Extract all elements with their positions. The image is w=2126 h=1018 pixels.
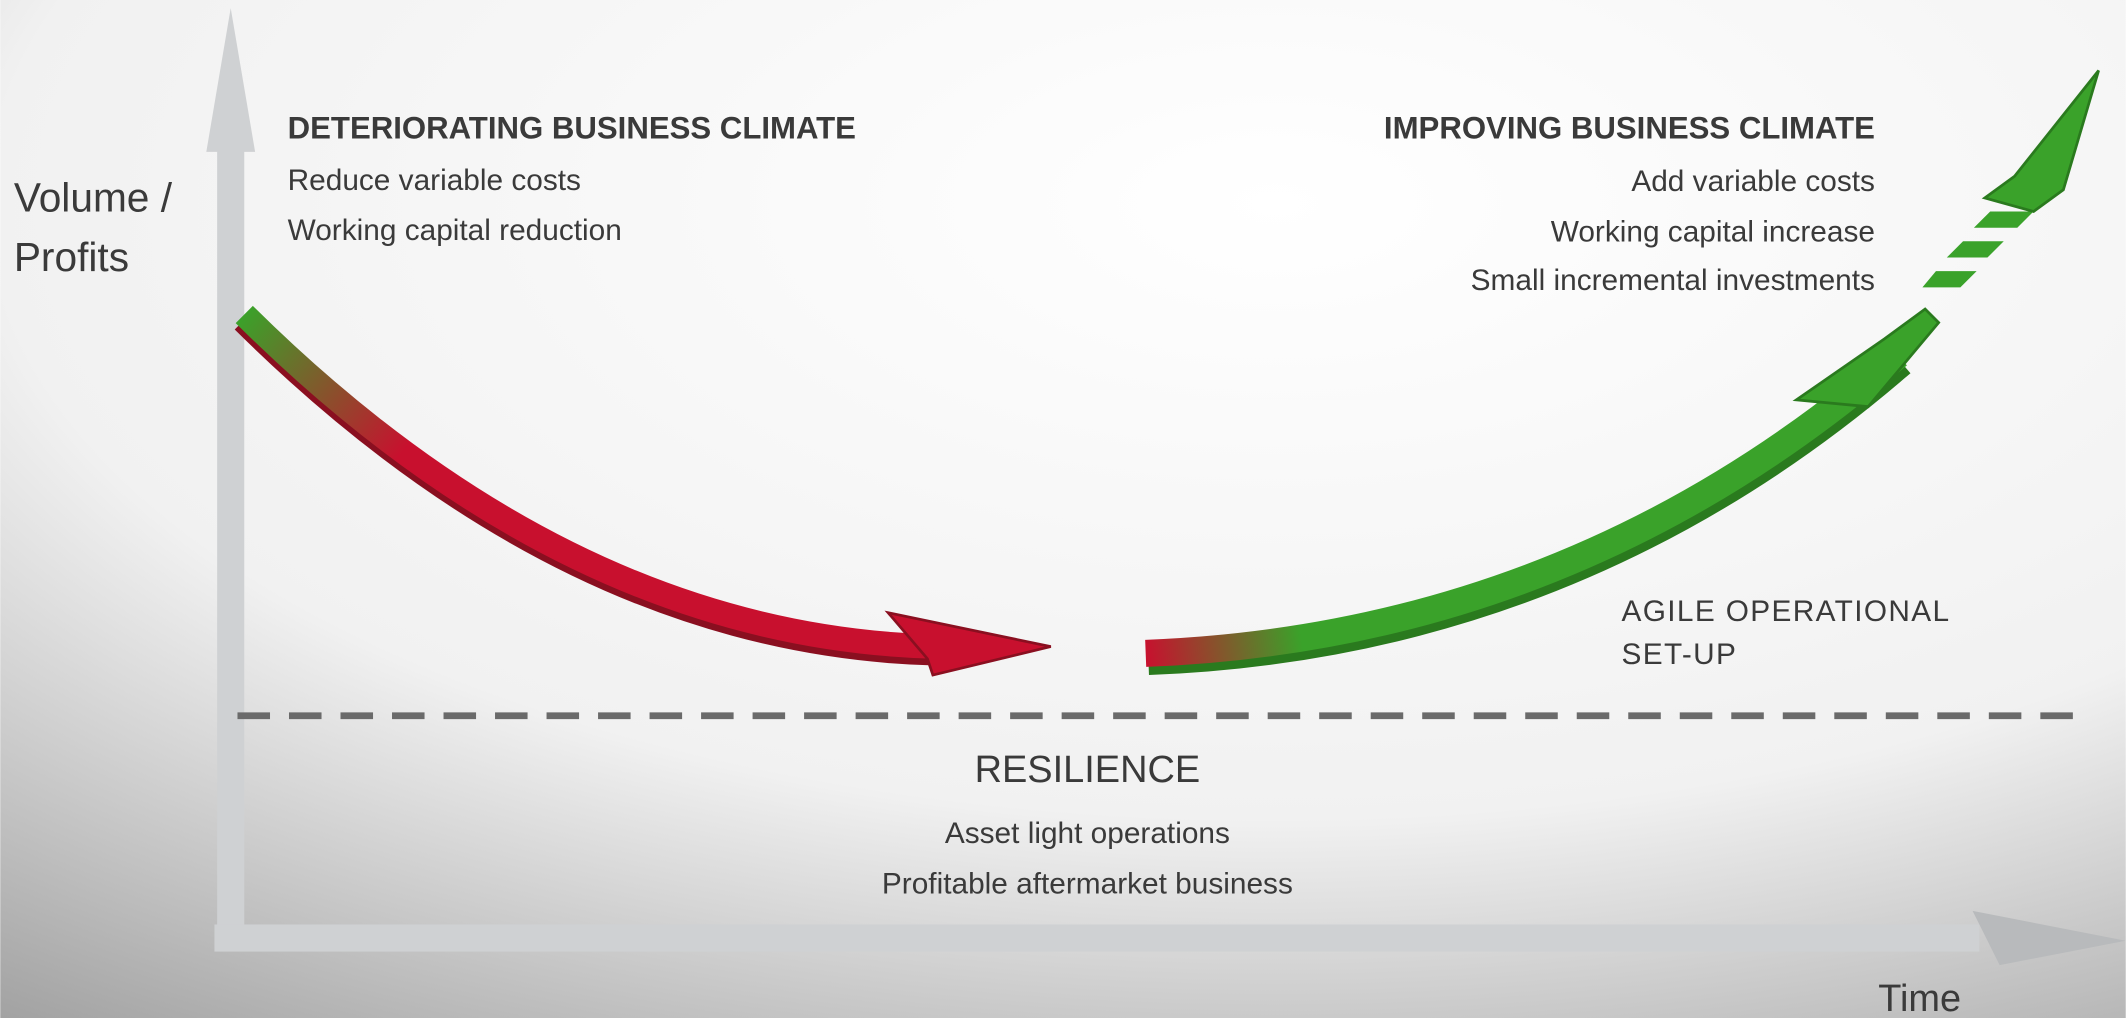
y-axis <box>217 136 244 938</box>
y-axis-label: Profits <box>14 234 129 280</box>
panel-title: IMPROVING BUSINESS CLIMATE <box>1384 110 1875 145</box>
diagram: Volume / Profits Time DETERIORATING BUSI… <box>0 0 2126 1018</box>
page: Volume / Profits Time DETERIORATING BUSI… <box>0 0 2126 1018</box>
background <box>0 0 2125 1018</box>
panel-item: Working capital increase <box>1551 215 1875 248</box>
panel-title: DETERIORATING BUSINESS CLIMATE <box>288 110 856 145</box>
agile-label: SET-UP <box>1621 638 1737 671</box>
resilience-title: RESILIENCE <box>975 749 1201 791</box>
resilience-item: Asset light operations <box>945 817 1230 850</box>
resilience-item: Profitable aftermarket business <box>882 867 1293 900</box>
x-axis <box>214 924 1979 951</box>
panel-item: Working capital reduction <box>288 214 622 247</box>
y-axis-label: Volume / <box>14 174 173 220</box>
panel-item: Reduce variable costs <box>288 164 581 197</box>
x-axis-label: Time <box>1878 978 1961 1018</box>
panel-item: Small incremental investments <box>1471 264 1875 297</box>
agile-label: AGILE OPERATIONAL <box>1621 595 1950 628</box>
panel-item: Add variable costs <box>1631 165 1875 198</box>
